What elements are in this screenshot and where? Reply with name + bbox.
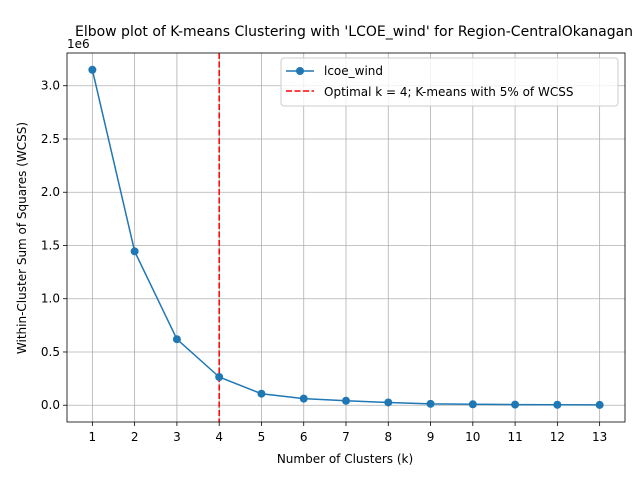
y-axis-offset-label: 1e6	[67, 37, 90, 51]
x-tick-label: 13	[592, 430, 607, 444]
data-point	[88, 65, 97, 74]
x-tick-label: 8	[384, 430, 392, 444]
y-axis-label: Within-Cluster Sum of Squares (WCSS)	[15, 122, 29, 354]
x-tick-label: 7	[342, 430, 350, 444]
legend-box	[280, 57, 619, 107]
x-tick-label: 10	[465, 430, 480, 444]
legend-vline-label: Optimal k = 4; K-means with 5% of WCSS	[324, 85, 573, 99]
data-point	[468, 400, 477, 409]
legend-series-marker	[296, 67, 304, 75]
data-point	[553, 400, 562, 409]
data-point	[172, 335, 181, 344]
data-point	[299, 394, 308, 403]
x-tick-label: 9	[427, 430, 435, 444]
y-tick-label: 2.0	[41, 185, 60, 199]
chart-title: Elbow plot of K-means Clustering with 'L…	[75, 24, 633, 40]
legend-series-label: lcoe_wind	[324, 64, 383, 78]
y-ticks: 0.0 0.5 1.0 1.5 2.0 2.5 3.0	[41, 79, 67, 412]
x-tick-label: 6	[300, 430, 308, 444]
data-point	[257, 389, 266, 398]
y-tick-label: 0.5	[41, 345, 60, 359]
data-point	[595, 400, 604, 409]
x-tick-label: 3	[173, 430, 181, 444]
x-tick-label: 4	[215, 430, 223, 444]
y-tick-label: 1.0	[41, 292, 60, 306]
data-point	[384, 398, 393, 407]
data-point	[130, 247, 139, 256]
x-axis-label: Number of Clusters (k)	[277, 452, 413, 466]
y-tick-label: 1.5	[41, 238, 60, 252]
y-tick-label: 2.5	[41, 132, 60, 146]
legend: lcoe_wind Optimal k = 4; K-means with 5%…	[280, 57, 619, 107]
x-tick-label: 12	[550, 430, 565, 444]
x-tick-label: 1	[89, 430, 97, 444]
data-point	[511, 400, 520, 409]
x-tick-label: 11	[507, 430, 522, 444]
y-tick-label: 3.0	[41, 79, 60, 93]
y-tick-label: 0.0	[41, 398, 60, 412]
data-point	[342, 396, 350, 405]
data-point	[215, 373, 224, 382]
x-tick-label: 5	[258, 430, 266, 444]
x-tick-label: 2	[131, 430, 139, 444]
x-ticks: 1 2 3 4 5 6 7 8 9 10 11 12 13	[89, 422, 607, 444]
data-point	[426, 399, 435, 408]
series-layer	[88, 65, 604, 409]
